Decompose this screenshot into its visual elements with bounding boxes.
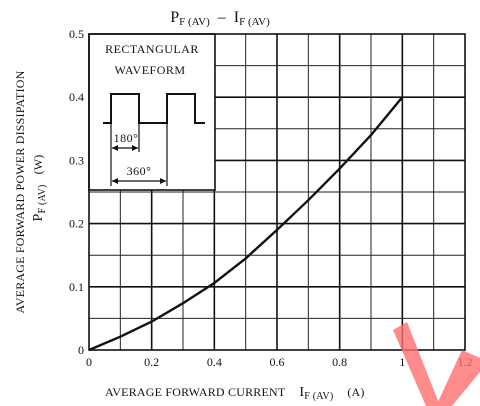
power-dissipation-curve xyxy=(88,96,404,352)
x-tick-label: 0.4 xyxy=(207,355,222,369)
arrowhead xyxy=(112,145,118,151)
dimension-label-360: 360° xyxy=(127,164,152,178)
x-tick-label: 1 xyxy=(399,355,405,369)
inset-title-line1: RECTANGULAR xyxy=(105,42,199,56)
x-tick-label: 0.2 xyxy=(144,355,159,369)
dimension-label-180: 180° xyxy=(114,131,139,145)
chart-title: PF (AV) – IF (AV) xyxy=(170,9,270,28)
plot-frame xyxy=(88,33,466,351)
arrowhead xyxy=(160,178,166,184)
y-tick-label: 0 xyxy=(78,343,84,357)
arrowhead xyxy=(112,178,118,184)
inset-title-line2: WAVEFORM xyxy=(114,63,185,77)
y-tick-label: 0.1 xyxy=(69,280,84,294)
y-axis-label-line1: AVERAGE FORWARD POWER DISSIPATION xyxy=(13,70,27,313)
watermark-mark xyxy=(393,322,480,406)
y-tick-label: 0.5 xyxy=(69,27,84,41)
x-tick-label: 0 xyxy=(86,355,92,369)
x-tick-label: 0.8 xyxy=(332,355,347,369)
y-axis-label-line2: PF (AV)(W) xyxy=(31,155,48,222)
arrowhead xyxy=(132,145,138,151)
y-tick-label: 0.4 xyxy=(69,90,84,104)
rectangular-waveform xyxy=(103,93,205,124)
inset-background xyxy=(88,33,216,191)
y-tick-label: 0.3 xyxy=(69,153,84,167)
grid xyxy=(89,34,465,350)
y-tick-label: 0.2 xyxy=(69,217,84,231)
waveform-inset: RECTANGULAR WAVEFORM 180° 360° xyxy=(88,33,216,191)
x-tick-label: 0.6 xyxy=(270,355,285,369)
x-axis-label: AVERAGE FORWARD CURRENT IF (AV) (A) xyxy=(105,385,365,402)
